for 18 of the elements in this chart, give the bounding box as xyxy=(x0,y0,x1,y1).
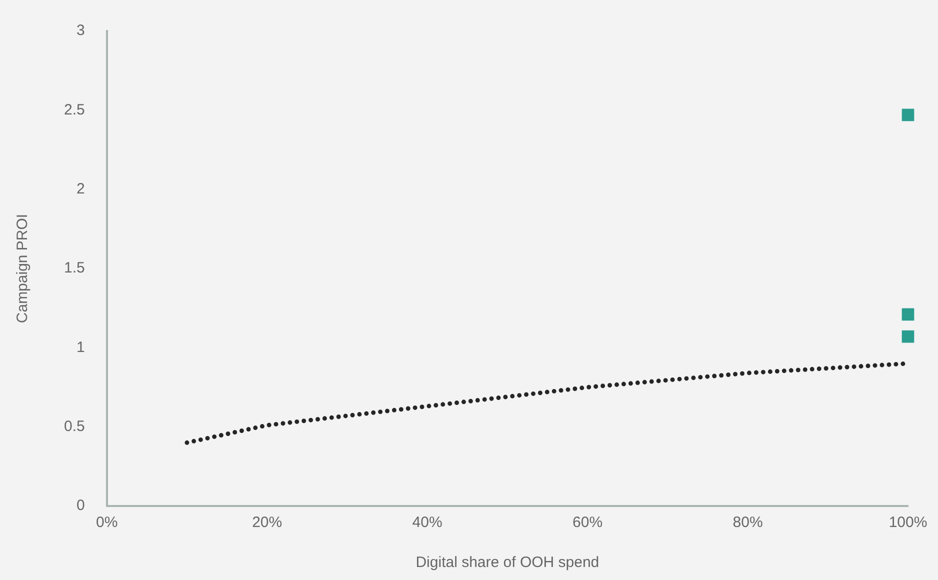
x-tick-label: 20% xyxy=(252,514,282,532)
x-tick-label: 100% xyxy=(888,514,928,532)
point xyxy=(902,108,914,122)
point xyxy=(902,308,914,321)
y-axis-title: Campaign PROI xyxy=(14,214,32,324)
y-tick-label: 2.5 xyxy=(64,101,85,118)
y-tick-label: 3 xyxy=(76,22,85,40)
y-tick-label: 1 xyxy=(76,338,85,356)
x-tick-label: 0% xyxy=(96,514,118,532)
point xyxy=(902,330,914,343)
y-tick-label: 0 xyxy=(76,497,85,514)
x-axis-title: Digital share of OOH spend xyxy=(416,554,600,572)
y-tick-label: 1.5 xyxy=(64,260,85,277)
y-tick-label: 0.5 xyxy=(64,418,85,435)
x-tick-label: 60% xyxy=(572,514,603,532)
x-tick-label: 80% xyxy=(732,514,763,532)
x-tick-label: 40% xyxy=(412,514,442,532)
y-tick-label: 2 xyxy=(76,180,85,198)
